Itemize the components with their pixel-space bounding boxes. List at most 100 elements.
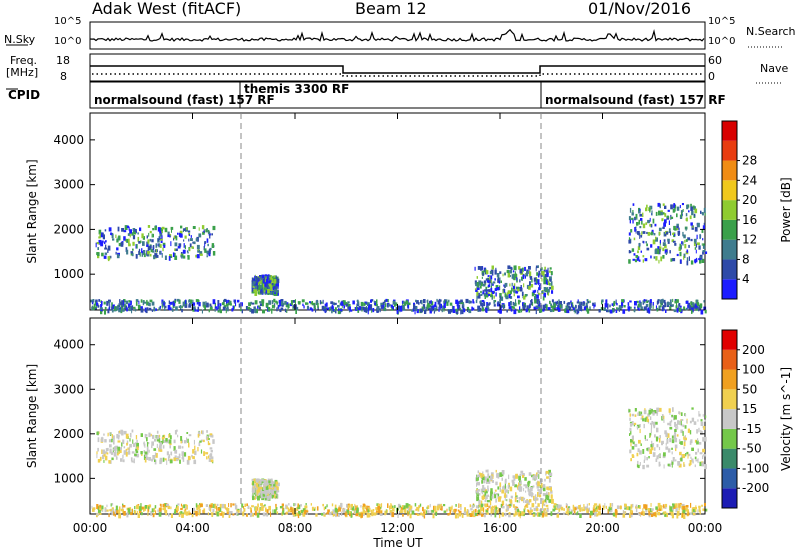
scatter-cell [508,512,511,515]
scatter-cell [302,511,306,517]
scatter-cell [129,233,131,238]
scatter-cell [380,306,383,309]
scatter-cell [520,480,522,485]
scatter-cell [568,305,570,309]
scatter-cell [636,222,639,226]
scatter-cell [549,267,552,270]
scatter-cell [659,505,662,508]
scatter-cell [259,288,262,293]
scatter-cell [679,451,682,456]
scatter-cell [454,511,456,514]
scatter-cell [589,300,591,303]
scatter-cell [694,240,697,244]
scatter-cell [147,242,148,246]
scatter-cell [677,420,680,425]
scatter-cell [214,503,217,509]
scatter-cell [245,306,248,311]
scatter-cell [276,482,280,487]
nsky-line [89,28,705,43]
scatter-cell [631,217,634,221]
scatter-cell [403,301,407,306]
scatter-cell [335,512,337,518]
scatter-cell [504,292,506,298]
scatter-cell [102,232,104,236]
scatter-cell [631,421,634,426]
scatter-cell [173,439,176,444]
scatter-cell [699,234,701,240]
scatter-cell [701,229,704,233]
scatter-cell [96,454,98,459]
scatter-cell [483,478,486,484]
scatter-cell [300,504,302,507]
scatter-cell [526,271,528,275]
scatter-cell [641,511,643,516]
scatter-cell [636,217,638,220]
scatter-cell [106,504,108,508]
scatter-cell [118,506,121,510]
scatter-cell [241,309,243,314]
scatter-cell [657,202,660,207]
scatter-cell [543,276,546,281]
scatter-cell [152,245,155,249]
scatter-cell [384,300,386,303]
scatter-cell [484,499,487,503]
scatter-cell [140,299,143,303]
scatter-cell [350,513,353,518]
scatter-cell [195,254,199,258]
scatter-cell [690,206,693,211]
scatter-cell [678,503,680,508]
scatter-cell [118,303,120,307]
scatter-cell [629,421,632,424]
scatter-cell [478,504,482,508]
scatter-cell [143,509,145,512]
scatter-cell [490,287,493,293]
scatter-cell [523,508,526,513]
scatter-cell [201,309,203,314]
scatter-cell [197,433,200,438]
scatter-cell [169,254,172,257]
scatter-cell [646,419,649,423]
scatter-cell [255,479,257,482]
scatter-cell [680,259,682,264]
scatter-cell [697,458,699,464]
scatter-cell [529,511,532,515]
scatter-cell [480,302,484,307]
scatter-cell [516,277,518,281]
scatter-cell [117,446,120,452]
scatter-cell [271,481,275,485]
scatter-cell [340,309,343,312]
scatter-cell [504,282,508,287]
scatter-cell [583,306,587,311]
scatter-cell [120,308,123,314]
scatter-cell [694,213,696,217]
scatter-cell [125,433,129,439]
scatter-cell [634,227,636,232]
scatter-cell [655,236,657,240]
scatter-cell [482,485,485,490]
scatter-cell [486,289,490,292]
scatter-cell [545,470,549,474]
scatter-cell [694,247,697,250]
scatter-cell [362,506,364,510]
scatter-cell [658,461,661,467]
scatter-cell [638,210,641,214]
scatter-cell [108,460,111,464]
scatter-cell [143,250,146,255]
scatter-cell [676,307,679,313]
scatter-cell [342,300,345,305]
scatter-cell [334,307,337,311]
colorbar-tick-label: 24 [742,173,757,187]
scatter-cell [159,457,163,463]
scatter-cell [370,509,373,514]
scatter-cell [477,474,481,478]
scatter-cell [443,307,446,310]
scatter-cell [686,260,689,266]
scatter-cell [523,499,525,503]
scatter-cell [494,494,497,499]
scatter-cell [246,503,248,506]
scatter-cell [254,308,257,313]
scatter-cell [655,305,657,311]
scatter-cell [649,433,651,438]
scatter-cell [690,222,693,226]
scatter-cell [163,439,167,443]
